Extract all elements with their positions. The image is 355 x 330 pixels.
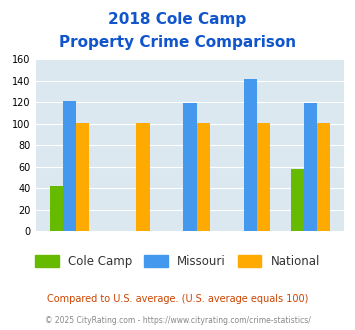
Bar [244, 79, 257, 231]
Bar [197, 123, 210, 231]
Bar [63, 101, 76, 231]
Bar [136, 123, 149, 231]
Bar [50, 186, 63, 231]
Text: 2018 Cole Camp: 2018 Cole Camp [108, 12, 247, 26]
Bar [76, 123, 89, 231]
Text: © 2025 CityRating.com - https://www.cityrating.com/crime-statistics/: © 2025 CityRating.com - https://www.city… [45, 316, 310, 325]
Bar [317, 123, 330, 231]
Bar [257, 123, 270, 231]
Bar [183, 103, 197, 231]
Text: Compared to U.S. average. (U.S. average equals 100): Compared to U.S. average. (U.S. average … [47, 294, 308, 304]
Text: Property Crime Comparison: Property Crime Comparison [59, 35, 296, 50]
Bar [290, 169, 304, 231]
Legend: Cole Camp, Missouri, National: Cole Camp, Missouri, National [30, 250, 325, 273]
Bar [304, 103, 317, 231]
